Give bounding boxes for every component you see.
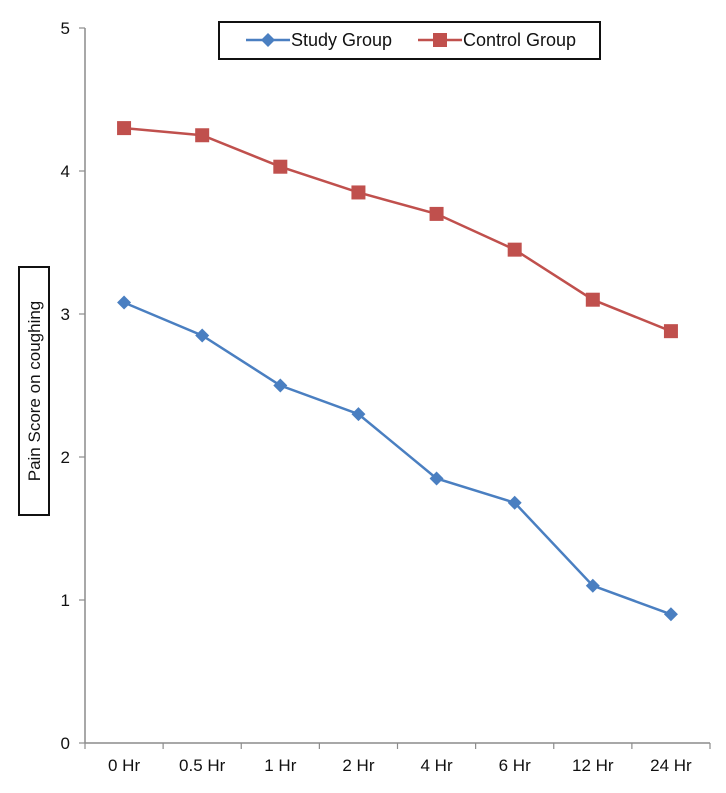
x-tick-label: 2 Hr (342, 756, 374, 775)
y-tick-label: 4 (61, 162, 70, 181)
data-point-study-group (663, 607, 678, 622)
series-control-group (117, 121, 678, 339)
y-tick-label: 2 (61, 448, 70, 467)
x-tick-label: 0 Hr (108, 756, 140, 775)
series-layer (117, 121, 678, 622)
data-point-study-group (273, 378, 288, 393)
x-tick-label: 0.5 Hr (179, 756, 226, 775)
data-point-study-group (585, 578, 600, 593)
data-point-study-group (195, 328, 210, 343)
y-tick-label: 3 (61, 305, 70, 324)
legend: Study Group Control Group (218, 21, 601, 60)
legend-label-control-group: Control Group (463, 30, 576, 50)
y-tick-label: 0 (61, 734, 70, 753)
x-tick-label: 24 Hr (650, 756, 692, 775)
data-point-control-group (195, 128, 210, 143)
data-point-control-group (663, 324, 678, 339)
data-point-control-group (117, 121, 132, 136)
series-study-group (117, 295, 678, 622)
legend-label-study-group: Study Group (291, 30, 392, 50)
legend-marker-study-group (261, 33, 275, 47)
y-axis-label-frame (18, 266, 50, 516)
y-tick-label: 1 (61, 591, 70, 610)
x-tick-label: 4 Hr (421, 756, 453, 775)
y-tick-label: 5 (61, 19, 70, 38)
data-point-study-group (507, 495, 522, 510)
x-tick-label: 1 Hr (264, 756, 296, 775)
data-point-study-group (351, 407, 366, 422)
data-point-study-group (429, 471, 444, 486)
y-axis-label-box: Pain Score on coughing (18, 266, 50, 516)
data-point-control-group (351, 185, 366, 200)
x-tick-label: 6 Hr (499, 756, 531, 775)
data-point-control-group (507, 242, 522, 257)
axes (84, 28, 710, 744)
data-point-control-group (429, 206, 444, 221)
data-point-control-group (273, 159, 288, 174)
legend-item-study-group: Study Group (246, 30, 392, 50)
legend-item-control-group: Control Group (418, 30, 576, 50)
x-ticks: 0 Hr 0.5 Hr 1 Hr 2 Hr 4 Hr 6 Hr 12 Hr 24 Hr (84, 743, 711, 775)
data-point-control-group (585, 292, 600, 307)
legend-marker-control-group (433, 33, 447, 47)
series-line-control-group (123, 126, 672, 333)
y-axis-label: Pain Score on coughing (25, 301, 44, 482)
y-ticks: 0 1 2 3 4 5 (61, 19, 85, 753)
x-tick-label: 12 Hr (572, 756, 614, 775)
data-point-study-group (117, 295, 132, 310)
series-line-study-group (123, 301, 672, 616)
